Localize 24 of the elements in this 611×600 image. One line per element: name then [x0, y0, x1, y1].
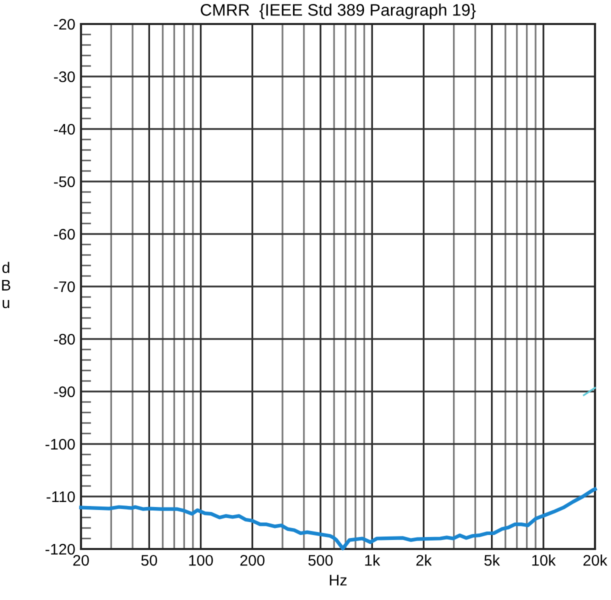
x-tick-label: 500: [308, 554, 333, 566]
y-axis-title: dBu: [2, 262, 10, 308]
y-tick-label: -70: [54, 281, 75, 292]
x-tick-label: 20k: [583, 554, 608, 566]
x-tick-label: 5k: [484, 554, 500, 566]
x-tick-label: 10k: [532, 554, 556, 566]
y-tick-label: -40: [54, 124, 75, 135]
x-tick-label: 1k: [365, 554, 380, 566]
y-tick-label: -90: [54, 386, 75, 398]
x-tick-label: 2k: [416, 554, 432, 566]
y-tick-label: -110: [46, 491, 75, 502]
x-tick-label: 200: [240, 554, 264, 566]
y-tick-label: -30: [54, 71, 75, 82]
y-tick-label: -20: [54, 18, 75, 30]
y-tick-label: -60: [54, 228, 75, 240]
x-tick-label: 20: [73, 554, 89, 566]
chart-title: CMRR {IEEE Std 389 Paragraph 19}: [200, 4, 476, 20]
y-tick-label: -120: [46, 544, 75, 555]
x-tick-label: 50: [141, 554, 158, 566]
y-tick-label: -80: [54, 334, 75, 345]
y-tick-label: -50: [54, 176, 75, 188]
x-tick-label: 100: [189, 554, 213, 566]
y-tick-label: -100: [46, 438, 75, 450]
x-axis-title: Hz: [330, 574, 347, 586]
